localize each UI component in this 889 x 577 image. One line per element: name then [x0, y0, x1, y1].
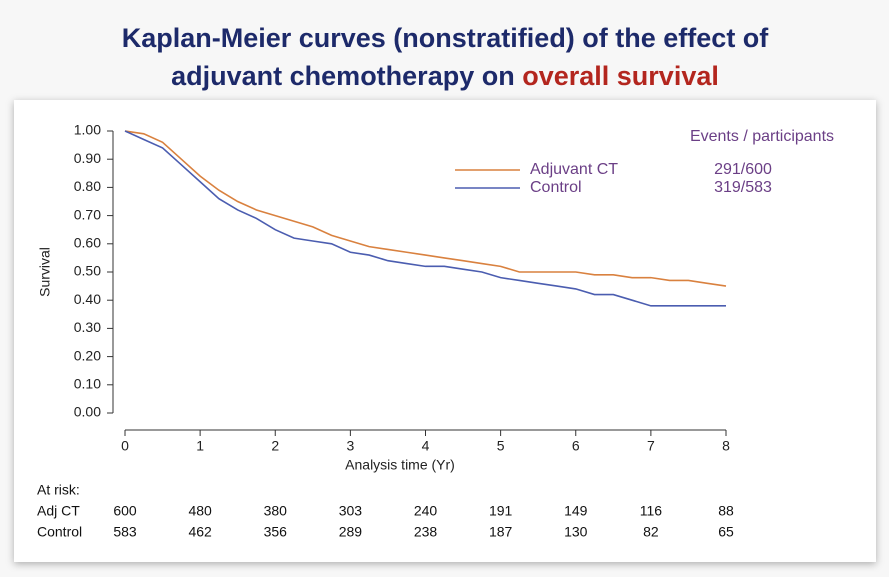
x-tick-label: 0 [121, 438, 129, 454]
y-tick-label: 1.00 [74, 122, 101, 138]
at-risk-count: 82 [643, 524, 659, 540]
y-tick-label: 0.60 [74, 235, 101, 251]
at-risk-count: 289 [339, 524, 363, 540]
at-risk-count: 238 [414, 524, 438, 540]
title-line: adjuvant chemotherapy on overall surviva… [171, 61, 719, 91]
y-tick-label: 0.70 [74, 206, 101, 222]
at-risk-count: 240 [414, 503, 438, 519]
at-risk-count: 187 [489, 524, 513, 540]
survival-curve [124, 130, 726, 307]
x-tick-label: 8 [722, 438, 730, 454]
x-tick-label: 7 [647, 438, 655, 454]
at-risk-count: 130 [564, 524, 588, 540]
at-risk-count: 480 [188, 503, 212, 519]
y-tick-label: 0.00 [74, 404, 101, 420]
y-tick-label: 0.50 [74, 263, 101, 279]
title-line: Kaplan-Meier curves (nonstratified) of t… [122, 23, 770, 53]
at-risk-label: At risk: [37, 482, 80, 498]
at-risk-row-label: Control [37, 524, 82, 540]
legend-events: 291/600 [714, 161, 772, 178]
y-tick-label: 0.10 [74, 376, 101, 392]
at-risk-count: 356 [264, 524, 288, 540]
survival-curve [124, 130, 727, 287]
y-tick-label: 0.40 [74, 291, 101, 307]
x-tick-label: 3 [346, 438, 354, 454]
legend-label: Adjuvant CT [530, 161, 618, 178]
legend-events: 319/583 [714, 179, 772, 196]
title-text: adjuvant chemotherapy on [171, 61, 515, 91]
x-tick-label: 5 [497, 438, 505, 454]
legend-header: Events / participants [690, 128, 834, 145]
x-axis-label: Analysis time (Yr) [345, 457, 455, 473]
x-tick-label: 6 [572, 438, 580, 454]
y-tick-label: 0.30 [74, 319, 101, 335]
at-risk-row-label: Adj CT [37, 503, 80, 519]
x-tick-label: 4 [422, 438, 430, 454]
y-tick-label: 0.90 [74, 150, 101, 166]
y-tick-label: 0.20 [74, 347, 101, 363]
at-risk-count: 88 [718, 503, 734, 519]
x-tick-label: 2 [271, 438, 279, 454]
at-risk-count: 583 [113, 524, 137, 540]
at-risk-count: 149 [564, 503, 588, 519]
x-tick-label: 1 [196, 438, 204, 454]
at-risk-count: 191 [489, 503, 513, 519]
at-risk-count: 380 [264, 503, 288, 519]
chart-card [14, 100, 876, 562]
at-risk-count: 462 [188, 524, 212, 540]
at-risk-count: 65 [718, 524, 734, 540]
legend-label: Control [530, 179, 582, 196]
at-risk-count: 303 [339, 503, 363, 519]
title-highlight: overall survival [522, 61, 719, 91]
at-risk-count: 116 [640, 503, 663, 519]
y-tick-label: 0.80 [74, 178, 101, 194]
at-risk-count: 600 [113, 503, 137, 519]
y-axis-label: Survival [37, 247, 53, 297]
